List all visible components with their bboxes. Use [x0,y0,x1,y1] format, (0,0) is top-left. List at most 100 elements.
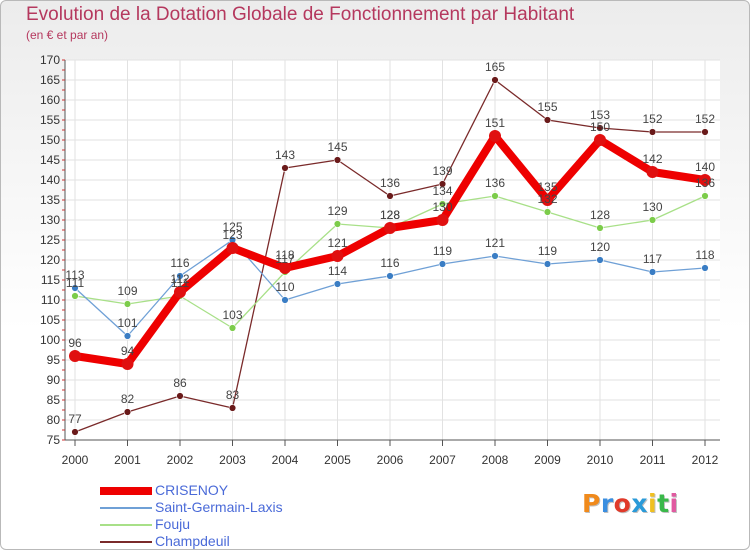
y-tick-label: 160 [40,93,60,107]
data-label: 121 [485,236,505,250]
data-point [71,292,79,300]
data-label: 117 [643,252,662,266]
data-label: 165 [485,60,505,74]
y-tick-label: 100 [40,333,60,347]
data-label: 120 [590,240,610,254]
data-point [333,280,342,288]
chart-subtitle: (en € et par an) [26,28,109,42]
legend-swatch [100,487,152,495]
data-label: 111 [171,276,190,290]
data-label: 118 [695,248,714,262]
grid [65,59,720,441]
data-label: 101 [117,316,137,330]
logo-letter: x [631,489,648,518]
data-point [436,214,449,226]
x-tick-label: 2004 [272,453,299,467]
legend-label: Champdeuil [155,533,230,549]
data-point [491,192,499,200]
data-point [438,180,447,188]
y-tick-label: 95 [47,353,61,367]
logo-letter: P [582,489,601,518]
data-point [543,260,552,268]
data-label: 155 [537,100,557,114]
data-label: 77 [68,412,82,426]
data-point [386,272,394,280]
proxiti-logo: Proxiti [582,489,679,518]
axes: 75 80 85 90 95 100 105 110 115 120 125 130 135 140 145… [40,53,720,467]
x-tick-label: 2011 [640,453,666,467]
legend-swatch [100,541,152,543]
data-point [701,128,709,136]
logo-letter: o [613,489,632,518]
data-point [279,262,291,274]
data-point [331,250,344,262]
data-point [594,134,606,146]
y-tick-label: 120 [40,253,60,267]
data-label: 145 [327,140,347,154]
logo-letter: i [669,489,679,518]
data-point [491,76,499,84]
data-label: 140 [695,160,715,174]
x-tick-label: 2003 [219,453,246,467]
data-label: 132 [537,192,557,206]
data-label: 119 [433,244,452,258]
data-label: 128 [380,208,400,222]
data-label: 86 [173,376,187,390]
data-label: 142 [642,152,662,166]
y-tick-label: 150 [40,133,60,147]
x-tick-label: 2010 [587,453,614,467]
y-tick-label: 75 [47,433,61,447]
y-tick-label: 140 [40,173,60,187]
x-tick-label: 2012 [692,453,719,467]
data-label: 109 [117,284,137,298]
plot-area [65,60,720,440]
data-label: 117 [275,252,294,266]
data-point [121,358,134,370]
data-label: 130 [642,200,662,214]
data-label: 116 [170,256,189,270]
data-label: 143 [275,148,295,162]
logo-letter: r [600,489,614,518]
chart-title: Evolution de la Dotation Globale de Fonc… [26,4,575,25]
y-tick-label: 170 [40,53,60,67]
y-tick-label: 125 [40,233,60,247]
data-label: 119 [538,244,557,258]
x-tick-label: 2006 [377,453,404,467]
data-label: 128 [380,208,400,222]
legend-label: Saint-Germain-Laxis [155,499,283,515]
y-tick-label: 80 [47,413,61,427]
y-tick-label: 165 [40,73,60,87]
data-labels: 96 94 112 123 118 121 128 130 151 135 150 142 140 113… [65,60,715,426]
data-label: 113 [65,268,84,282]
data-point [228,324,237,332]
data-label: 130 [432,200,452,214]
data-point [226,242,239,254]
data-point [123,300,132,308]
data-point [176,392,184,400]
x-tick-label: 2002 [167,453,194,467]
data-point [123,332,132,340]
x-tick-label: 2008 [482,453,509,467]
data-point [69,350,81,362]
y-tick-label: 105 [40,313,60,327]
data-point [646,166,659,178]
data-label: 136 [380,176,400,190]
legend-label: CRISENOY [155,482,229,498]
data-label: 152 [642,112,662,126]
data-label: 103 [222,308,242,322]
data-point [176,272,184,280]
data-point [281,296,289,304]
legend-label: Fouju [155,516,191,532]
data-point [281,164,289,172]
logo-letter: i [648,489,658,518]
data-label: 82 [121,392,135,406]
series-lines [69,76,711,436]
y-tick-label: 90 [47,373,61,387]
data-point [333,156,342,164]
data-point [543,208,552,216]
data-point [541,194,554,206]
data-point [174,286,186,298]
data-point [701,264,709,272]
legend-swatch [100,524,152,526]
data-label: 121 [327,236,347,250]
